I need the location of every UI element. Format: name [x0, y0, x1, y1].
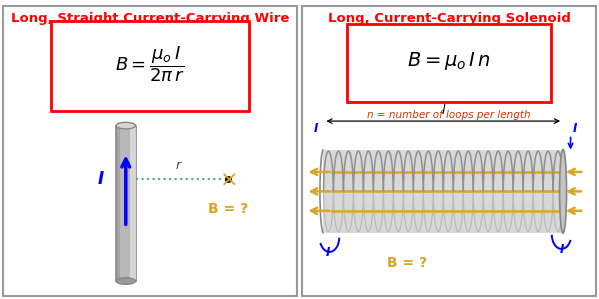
Ellipse shape [116, 122, 135, 129]
Text: B = ?: B = ? [208, 202, 247, 216]
Bar [116, 126, 120, 281]
Text: I: I [97, 170, 104, 188]
Bar [323, 150, 563, 233]
Text: r: r [176, 159, 181, 172]
Ellipse shape [559, 150, 567, 233]
Text: $\times$: $\times$ [219, 170, 237, 189]
Bar [130, 126, 135, 281]
Text: I: I [559, 243, 564, 256]
Text: I: I [314, 122, 318, 135]
Text: B = ?: B = ? [388, 256, 427, 270]
FancyBboxPatch shape [51, 21, 249, 111]
Text: $B = \dfrac{\mu_o\, I}{2\pi\, r}$: $B = \dfrac{\mu_o\, I}{2\pi\, r}$ [115, 45, 184, 84]
Text: $B = \mu_o\, I\, n$: $B = \mu_o\, I\, n$ [407, 50, 491, 72]
Text: Long, Current-Carrying Solenoid: Long, Current-Carrying Solenoid [328, 12, 571, 25]
FancyBboxPatch shape [347, 24, 551, 102]
Text: n = number of loops per length: n = number of loops per length [367, 110, 531, 120]
Text: l: l [441, 104, 445, 117]
Text: I: I [326, 246, 330, 259]
Bar [116, 126, 135, 281]
Text: Long, Straight Current-Carrying Wire: Long, Straight Current-Carrying Wire [11, 12, 289, 25]
Text: I: I [573, 122, 577, 135]
Ellipse shape [116, 278, 135, 284]
